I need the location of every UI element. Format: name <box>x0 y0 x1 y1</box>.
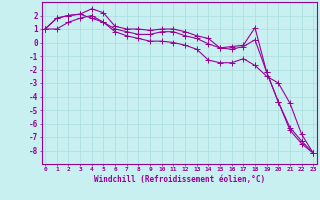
X-axis label: Windchill (Refroidissement éolien,°C): Windchill (Refroidissement éolien,°C) <box>94 175 265 184</box>
